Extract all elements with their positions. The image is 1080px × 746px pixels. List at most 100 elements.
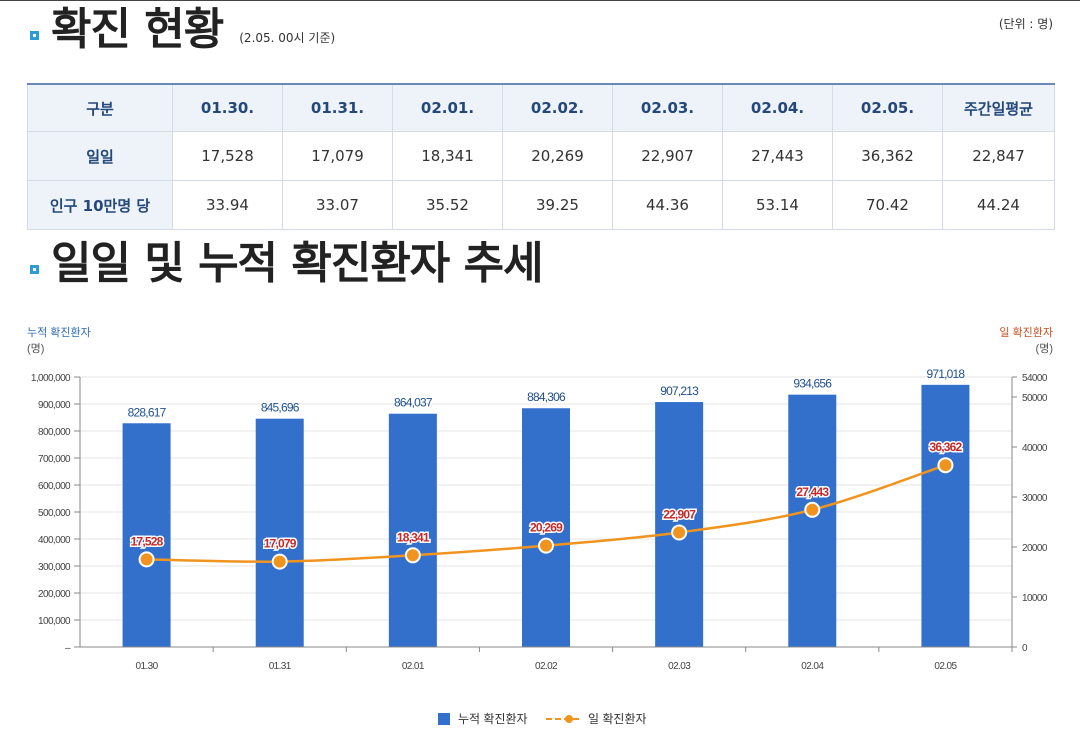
bar (255, 418, 304, 647)
section-header-status: 확진 현황 (2.05. 00시 기준) (30, 8, 335, 52)
header-cell: 02.05. (832, 83, 943, 132)
header-cell: 01.31. (282, 83, 393, 132)
table-cell: 33.07 (282, 180, 393, 230)
header-cell: 02.04. (722, 83, 833, 132)
legend-line-marker (565, 715, 573, 723)
header-cell: 01.30. (172, 83, 283, 132)
right-tick-label: 40000 (1022, 443, 1048, 454)
right-axis-title: 일 확진환자 (999, 325, 1053, 339)
right-axis-unit: (명) (1036, 342, 1053, 355)
left-axis-title: 누적 확진환자 (27, 326, 91, 339)
legend-label: 일 확진환자 (588, 712, 647, 726)
table-row: 인구 10만명 당 33.94 33.07 35.52 39.25 44.36 … (27, 180, 1055, 230)
table-cell: 44.24 (942, 180, 1055, 230)
section-title-status: 확진 현황 (51, 4, 224, 55)
left-tick-label: – (65, 643, 71, 654)
left-axis-unit: (명) (27, 342, 44, 355)
right-tick-label: 30000 (1022, 493, 1048, 504)
x-tick-label: 02.05 (934, 661, 957, 672)
bar-value-label: 828,617 (128, 405, 167, 419)
left-tick-label: 800,000 (38, 427, 71, 438)
line-point (671, 524, 688, 541)
section-title-trend: 일일 및 누적 확진환자 추세 (51, 238, 544, 289)
bar-value-label: 907,213 (660, 384, 699, 398)
right-tick-label: 54000 (1022, 373, 1048, 384)
bar-value-label: 884,306 (527, 390, 566, 404)
x-tick-label: 01.30 (136, 661, 159, 672)
line-point (937, 457, 954, 474)
x-tick-label: 02.02 (535, 661, 558, 672)
header-cell: 구분 (27, 83, 173, 132)
header-cell: 02.02. (502, 83, 613, 132)
line-value-label: 17,079 (264, 537, 297, 551)
bar (522, 408, 570, 647)
right-tick-label: 50000 (1022, 393, 1048, 404)
line-value-label: 27,443 (796, 485, 829, 499)
bar (788, 394, 837, 647)
table-cell: 18,341 (392, 131, 503, 181)
table-cell: 33.94 (172, 180, 283, 230)
chart-svg: 누적 확진환자 (명) 일 확진환자 (명) 828,617 845,696 864… (27, 325, 1053, 726)
bullet-square-icon (30, 265, 39, 274)
table-row: 일일 17,528 17,079 18,341 20,269 22,907 27… (27, 131, 1055, 181)
left-tick-label: 200,000 (38, 589, 71, 600)
section-header-trend: 일일 및 누적 확진환자 추세 (30, 238, 544, 289)
bullet-square-icon (30, 31, 39, 40)
line-value-label: 17,528 (131, 534, 164, 548)
status-table: 구분 01.30. 01.31. 02.01. 02.02. 02.03. 02… (27, 83, 1055, 230)
table-cell: 17,079 (282, 131, 393, 181)
unit-note: (단위 : 명) (998, 17, 1053, 31)
bar (921, 384, 970, 647)
table-cell: 27,443 (722, 131, 833, 181)
legend-bar-swatch (438, 713, 450, 725)
left-tick-label: 700,000 (38, 454, 71, 465)
table-cell: 22,907 (612, 131, 723, 181)
bar-value-label: 934,656 (793, 377, 832, 391)
bar (122, 423, 171, 647)
base-time-note: (2.05. 00시 기준) (239, 31, 336, 45)
line-value-label: 36,362 (929, 440, 962, 454)
table-cell: 39.25 (502, 180, 613, 230)
line-point (804, 501, 821, 518)
header-cell: 02.01. (392, 83, 503, 132)
trend-chart: 누적 확진환자 (명) 일 확진환자 (명) 828,617 845,696 864… (0, 320, 1080, 740)
table-cell: 53.14 (722, 180, 833, 230)
bar-value-label: 971,018 (927, 367, 966, 381)
row-label: 일일 (27, 131, 173, 181)
table-cell: 70.42 (832, 180, 943, 230)
line-point (404, 547, 421, 564)
x-tick-label: 01.31 (269, 661, 292, 672)
bar-value-label: 845,696 (261, 401, 300, 415)
table-cell: 36,362 (832, 131, 943, 181)
table-cell: 17,528 (172, 131, 283, 181)
line-value-label: 22,907 (663, 507, 696, 521)
line-value-label: 20,269 (530, 521, 563, 535)
left-tick-label: 100,000 (38, 616, 71, 627)
left-tick-label: 600,000 (38, 481, 71, 492)
line-point (538, 537, 554, 554)
left-tick-label: 900,000 (38, 400, 71, 411)
line-point (271, 553, 288, 570)
right-tick-label: 20000 (1022, 543, 1048, 554)
right-tick-label: 0 (1022, 643, 1028, 654)
table-header-row: 구분 01.30. 01.31. 02.01. 02.02. 02.03. 02… (27, 83, 1055, 132)
x-tick-label: 02.03 (668, 661, 691, 672)
table-cell: 20,269 (502, 131, 613, 181)
left-tick-label: 1,000,000 (31, 373, 71, 384)
row-label: 인구 10만명 당 (27, 180, 173, 230)
bar (388, 413, 437, 647)
legend-label: 누적 확진환자 (458, 712, 528, 726)
left-tick-label: 400,000 (38, 535, 71, 546)
x-tick-label: 02.04 (801, 661, 824, 672)
header-cell: 02.03. (612, 83, 723, 132)
line-value-label: 18,341 (397, 530, 430, 544)
line-point (138, 551, 155, 568)
header-cell: 주간일평균 (942, 83, 1055, 132)
table-cell: 44.36 (612, 180, 723, 230)
x-tick-label: 02.01 (402, 661, 425, 672)
top-rule (0, 0, 1080, 1)
bar-value-label: 864,037 (394, 396, 433, 410)
table-cell: 22,847 (942, 131, 1055, 181)
left-tick-label: 300,000 (38, 562, 71, 573)
right-tick-label: 10000 (1022, 593, 1048, 604)
